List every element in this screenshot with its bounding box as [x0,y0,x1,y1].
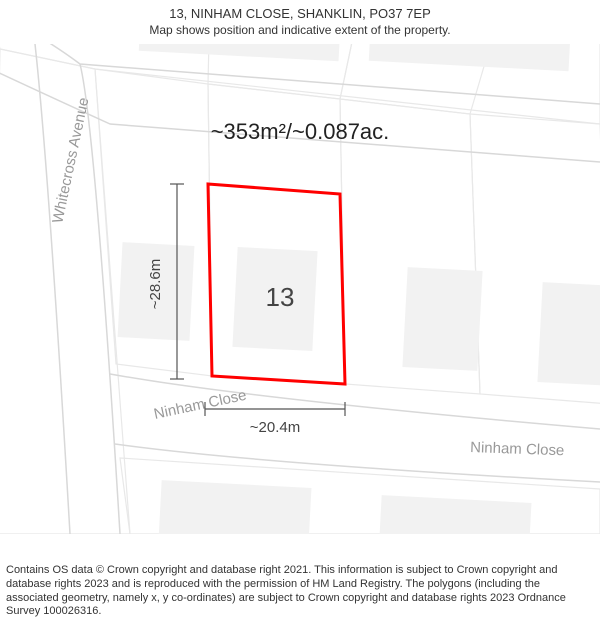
property-map-card: 13, NINHAM CLOSE, SHANKLIN, PO37 7EP Map… [0,0,600,625]
dimension-label: ~20.4m [250,419,300,436]
property-address-title: 13, NINHAM CLOSE, SHANKLIN, PO37 7EP [0,6,600,21]
map-svg: Whitecross AvenueNinham CloseNinham Clos… [0,44,600,534]
map-area: Whitecross AvenueNinham CloseNinham Clos… [0,44,600,534]
street-label: Ninham Close [470,439,565,459]
map-subtitle: Map shows position and indicative extent… [0,23,600,37]
header: 13, NINHAM CLOSE, SHANKLIN, PO37 7EP Map… [0,0,600,37]
dimension-label: ~28.6m [147,259,164,309]
area-label: ~353m²/~0.087ac. [211,119,390,144]
plot-number: 13 [266,282,295,312]
copyright-footer: Contains OS data © Crown copyright and d… [6,564,594,619]
